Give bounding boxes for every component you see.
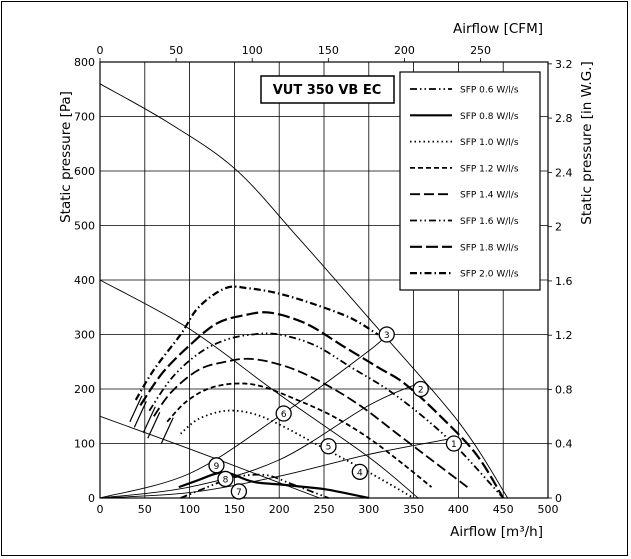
marker-5-circle <box>320 438 337 455</box>
marker-9-label: 9 <box>214 462 220 472</box>
x2-tick-label: 200 <box>394 44 415 57</box>
marker-3-label: 3 <box>384 331 390 341</box>
x-tick-label: 250 <box>314 503 335 516</box>
fan-curve <box>99 415 320 499</box>
legend: SFP 0.6 W/l/s SFP 0.8 W/l/s SFP 1.0 W/l/s S… <box>399 71 541 291</box>
y-axis-label: Static pressure [Pa] <box>58 91 74 223</box>
series-line-sfp-6 <box>139 311 505 499</box>
y-tick-label: 400 <box>74 274 95 287</box>
marker-4-circle <box>351 463 368 480</box>
x2-tick-label: 0 <box>97 44 104 57</box>
system-curve <box>99 437 454 499</box>
hatch-line <box>129 395 143 423</box>
legend-label-7: SFP 2.0 W/l/s <box>460 270 519 280</box>
marker-7-label: 7 <box>236 488 242 498</box>
x2-tick-label: 150 <box>318 44 339 57</box>
x-tick-label: 350 <box>403 503 424 516</box>
y2-tick-label: 0.8 <box>555 383 573 396</box>
legend-label-4: SFP 1.4 W/l/s <box>460 191 519 201</box>
x2-tick-label: 250 <box>470 44 491 57</box>
marker-7-circle <box>230 483 248 500</box>
y-tick-label: 300 <box>74 329 95 342</box>
series-line-sfp-1 <box>178 471 370 500</box>
x-tick-label: 500 <box>538 503 559 516</box>
x2-axis-label: Airflow [CFM] <box>453 21 543 37</box>
series-line-sfp-4 <box>153 357 468 488</box>
legend-box <box>399 71 541 291</box>
x-tick-label: 450 <box>493 503 514 516</box>
marker-3-circle <box>378 326 395 343</box>
x-axis-label: Airflow [m³/h] <box>450 524 543 540</box>
marker-1-circle <box>445 435 463 452</box>
y2-tick-label: 3.2 <box>555 58 573 71</box>
y-tick-label: 600 <box>74 165 95 178</box>
hatch-line <box>133 401 147 428</box>
title-box <box>260 75 395 104</box>
y-tick-label: 100 <box>74 438 95 451</box>
marker-2-circle <box>412 380 429 398</box>
operating-point-markers: 1 2 3 4 5 6 789 <box>208 326 463 500</box>
y2-tick-label: 0 <box>555 492 562 505</box>
legend-label-5: SFP 1.6 W/l/s <box>460 217 519 227</box>
marker-4-label: 4 <box>357 468 363 478</box>
y2-axis-label: Static pressure [in W.G.] <box>579 61 595 224</box>
marker-8-label: 8 <box>223 475 229 485</box>
tick-labels: 0 50 100 150 200 250 300 350 400 450 5000100200300… <box>74 44 573 516</box>
y2-tick-label: 0.4 <box>555 438 573 451</box>
sfp-series <box>134 285 505 500</box>
series-line-sfp-5 <box>148 332 504 499</box>
y2-tick-label: 2 <box>555 221 562 234</box>
legend-label-2: SFP 1.0 W/l/s <box>460 138 519 148</box>
y2-tick-label: 1.2 <box>555 329 573 342</box>
marker-6-circle <box>275 405 292 422</box>
y-tick-label: 700 <box>74 111 95 124</box>
x2-tick-label: 50 <box>169 44 183 57</box>
hatch-line <box>142 406 156 434</box>
marker-9-circle <box>208 457 225 474</box>
series-line-sfp-2 <box>180 409 415 499</box>
series-line-sfp-3 <box>166 382 433 488</box>
marker-8-circle <box>217 470 234 488</box>
legend-label-0: SFP 0.6 W/l/s <box>460 86 519 96</box>
y-tick-label: 200 <box>74 383 95 396</box>
fan-curve <box>99 83 509 499</box>
y2-tick-label: 2.8 <box>555 112 573 125</box>
marker-6-label: 6 <box>281 410 287 420</box>
fan-curves <box>99 83 509 499</box>
series-line-sfp-7 <box>134 285 379 401</box>
x-tick-label: 300 <box>358 503 379 516</box>
marker-1-label: 1 <box>451 440 457 450</box>
x-tick-label: 100 <box>179 503 200 516</box>
legend-label-6: SFP 1.8 W/l/s <box>460 243 519 253</box>
y2-tick-label: 1.6 <box>555 275 573 288</box>
marker-5-label: 5 <box>326 443 332 453</box>
x-tick-label: 150 <box>224 503 245 516</box>
y-tick-label: 800 <box>74 56 95 69</box>
y2-tick-label: 2.4 <box>555 166 573 179</box>
hatch-line <box>147 411 161 439</box>
hatch-line <box>160 417 174 444</box>
x-tick-label: 50 <box>138 503 152 516</box>
x-tick-label: 0 <box>97 503 104 516</box>
y-tick-label: 0 <box>88 492 95 505</box>
chart-title: VUT 350 VB EC <box>273 83 382 98</box>
y-tick-label: 500 <box>74 220 95 233</box>
fan-curve <box>99 279 419 499</box>
x-tick-label: 400 <box>448 503 469 516</box>
x-tick-label: 200 <box>269 503 290 516</box>
legend-label-3: SFP 1.2 W/l/s <box>460 164 519 174</box>
system-curve <box>99 383 419 499</box>
legend-label-1: SFP 0.8 W/l/s <box>460 112 519 122</box>
x2-tick-label: 100 <box>242 44 263 57</box>
marker-2-label: 2 <box>418 386 424 396</box>
